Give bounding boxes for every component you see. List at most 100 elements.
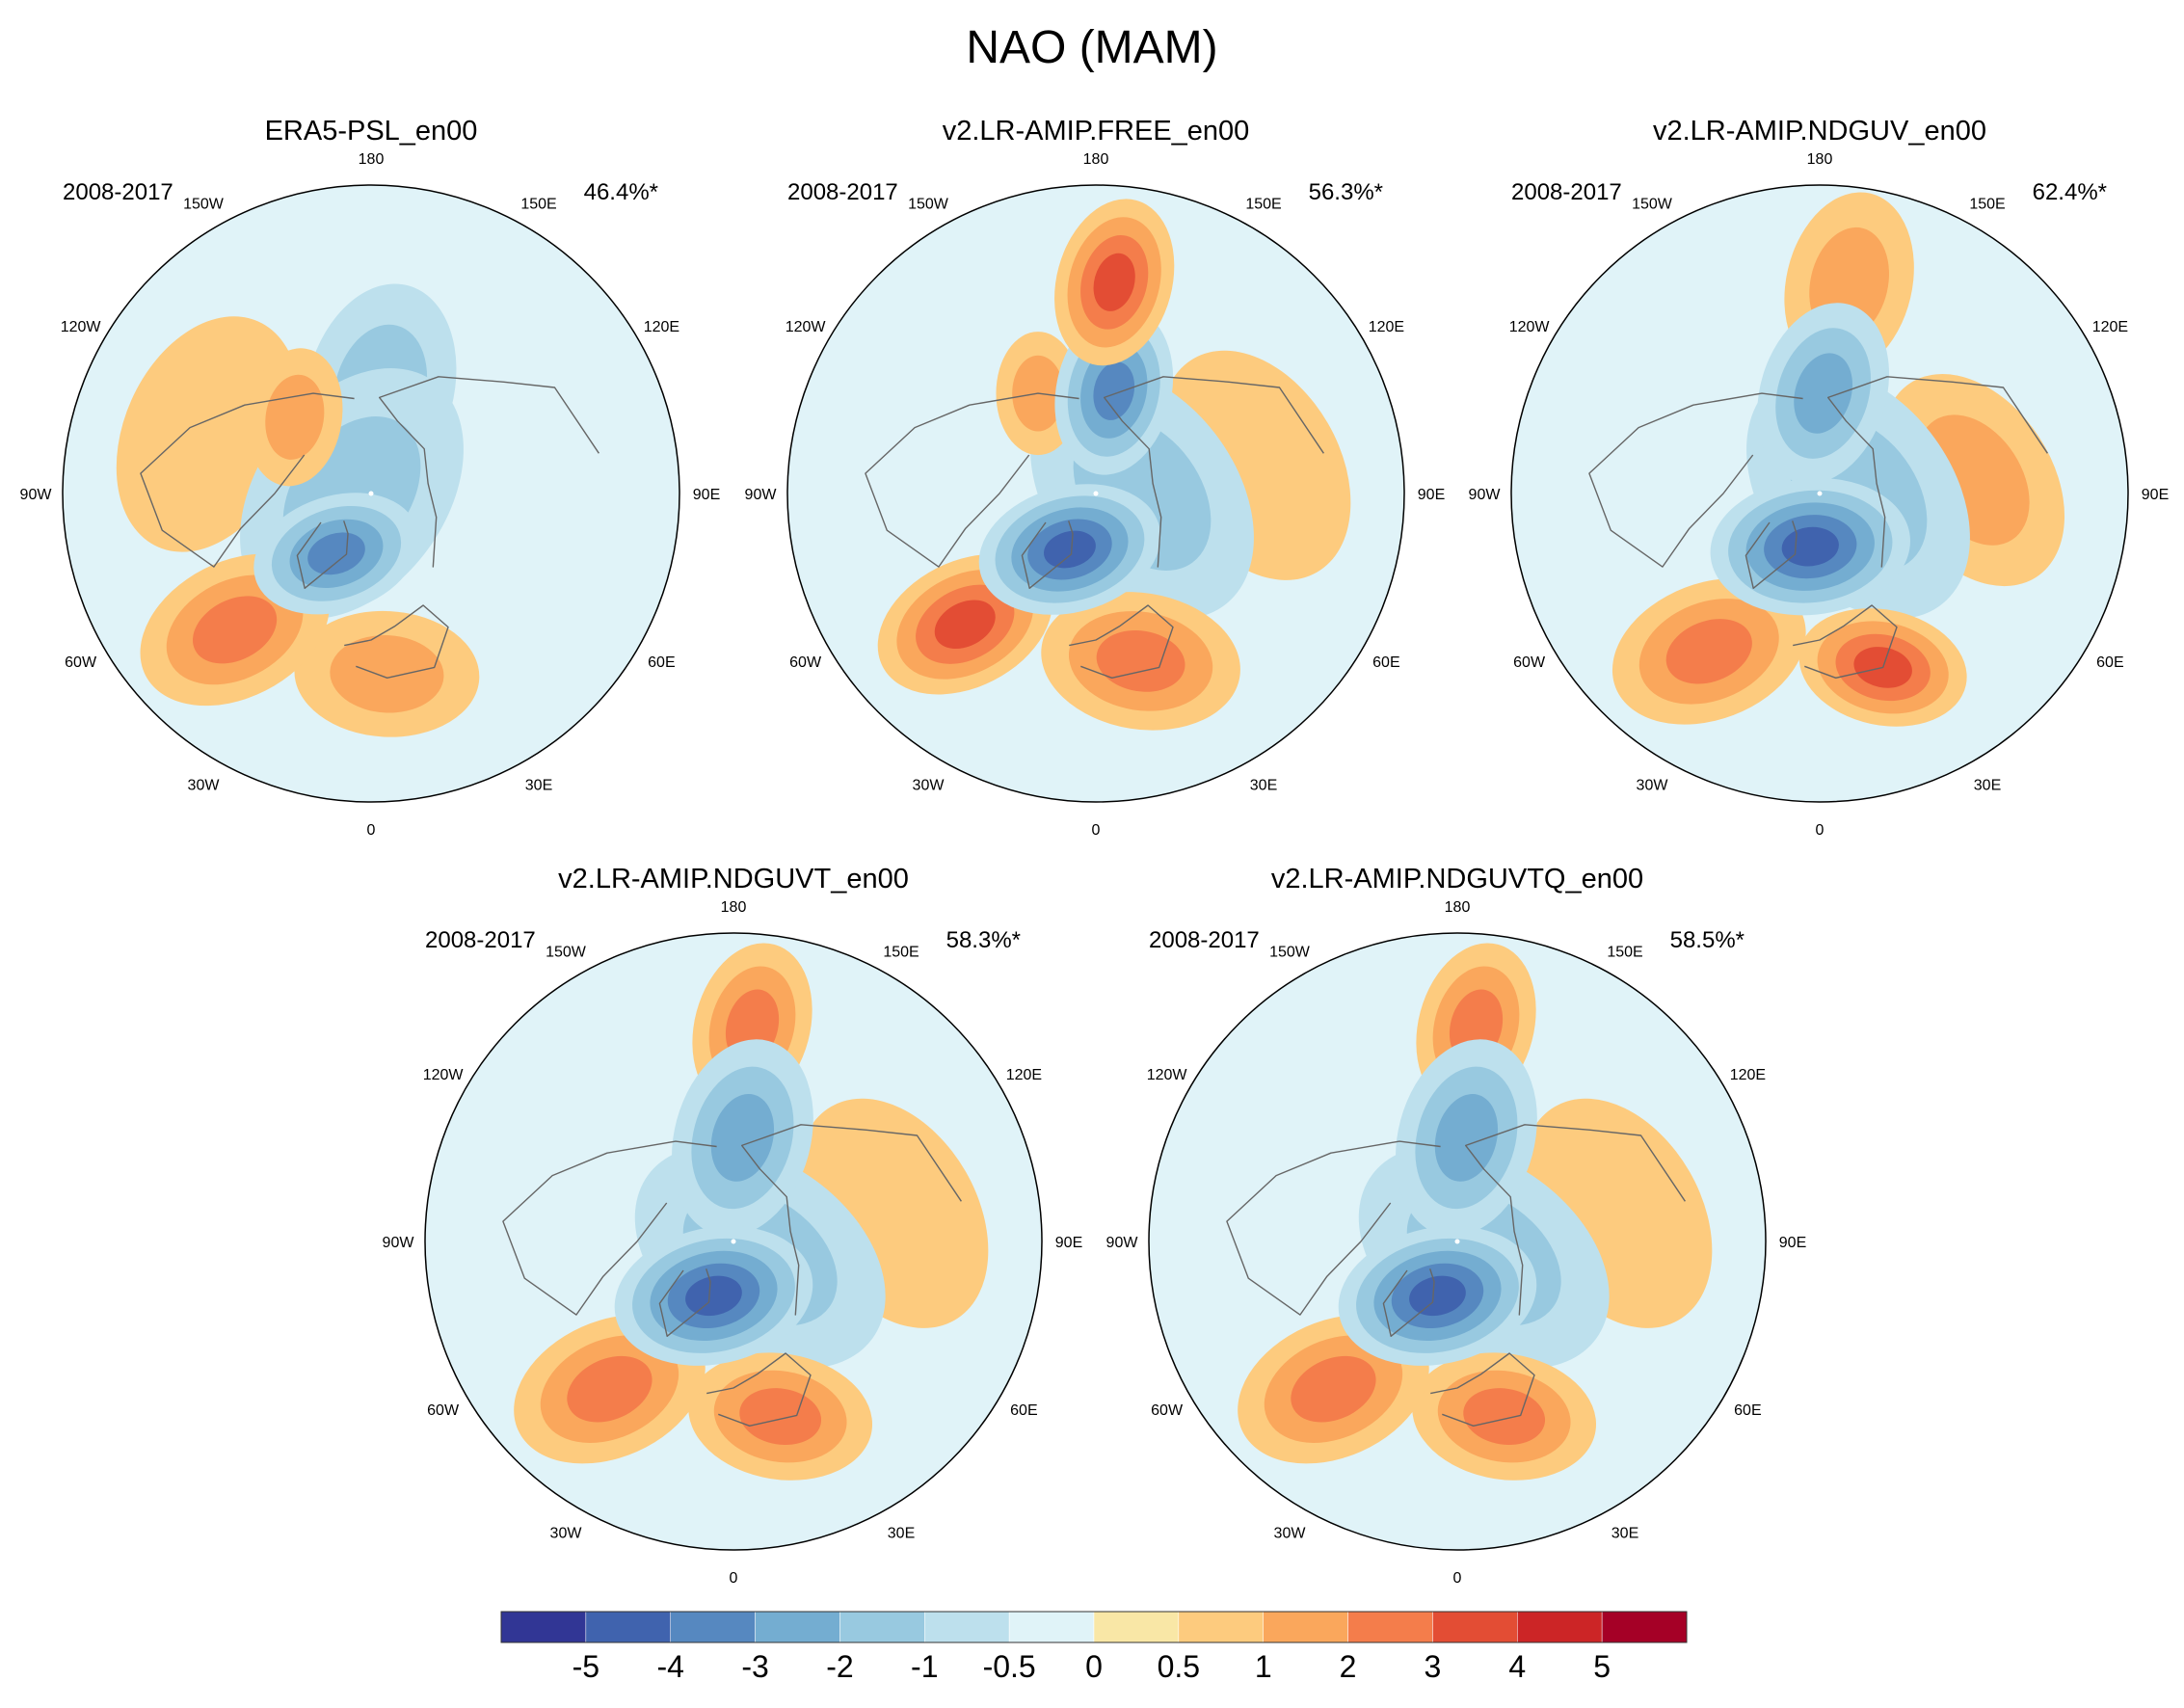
coastline xyxy=(140,392,355,568)
colorbar-swatch xyxy=(1432,1611,1518,1643)
coastline xyxy=(1745,520,1798,589)
pole-marker xyxy=(1093,491,1099,496)
panel-title: v2.LR-AMIP.NDGUVT_en00 xyxy=(558,864,909,894)
longitude-label: 30E xyxy=(888,1525,915,1541)
panel-title: v2.LR-AMIP.NDGUV_en00 xyxy=(1653,116,1986,147)
colorbar-swatch xyxy=(924,1611,1010,1643)
anomaly-feature xyxy=(1041,592,1240,731)
longitude-label: 120E xyxy=(1369,319,1404,335)
contour-band xyxy=(1409,1275,1466,1317)
panel-ndguv: v2.LR-AMIP.NDGUV_en00 2008-2017 62.4%* 1… xyxy=(1469,116,2170,839)
panel-variance: 58.5%* xyxy=(1670,927,1745,953)
anomaly-feature xyxy=(978,484,1161,615)
panel-period: 2008-2017 xyxy=(1149,927,1260,953)
longitude-label: 90E xyxy=(1055,1235,1082,1251)
coastline xyxy=(1588,392,1803,568)
coastlines xyxy=(502,1124,962,1427)
longitude-label: 120W xyxy=(61,319,102,335)
pole-marker xyxy=(368,491,374,496)
longitude-label: 30W xyxy=(188,777,221,793)
colorbar-swatch xyxy=(1347,1611,1433,1643)
coastline xyxy=(1382,1268,1435,1337)
coastline xyxy=(658,1268,711,1337)
longitude-label: 120E xyxy=(644,319,679,335)
anomaly-feature xyxy=(614,1225,813,1366)
colorbar-swatch xyxy=(1008,1611,1095,1643)
contour-band xyxy=(1093,361,1135,420)
longitude-label: 150W xyxy=(546,945,587,961)
longitude-labels: 180 150E 120E 90E 60E 30E 0 30W 60W 90W 120W 150W xyxy=(1469,151,2170,839)
panel-variance: 58.3%* xyxy=(946,927,1021,953)
map-boundary xyxy=(62,184,680,803)
colorbar-swatch xyxy=(500,1611,587,1643)
contour-field xyxy=(787,185,1404,802)
coastline xyxy=(379,376,599,568)
colorbar-label: 5 xyxy=(1593,1649,1611,1684)
coastlines xyxy=(140,376,599,679)
longitude-label: 60E xyxy=(1010,1402,1037,1419)
longitude-label: 0 xyxy=(730,1570,738,1587)
coastline xyxy=(865,392,1079,568)
longitude-label: 120W xyxy=(1147,1067,1188,1083)
longitude-label: 30W xyxy=(550,1525,583,1541)
longitude-label: 150E xyxy=(1607,945,1642,961)
figure-title: NAO (MAM) xyxy=(966,22,1217,73)
longitude-label: 30W xyxy=(913,777,946,793)
colorbar-label: 3 xyxy=(1425,1649,1442,1684)
contour-band xyxy=(1044,530,1096,569)
contour-band xyxy=(1665,619,1752,684)
longitude-label: 30W xyxy=(1637,777,1669,793)
longitude-labels: 180 150E 120E 90E 60E 30E 0 30W 60W 90W 120W 150W xyxy=(1106,899,1807,1587)
contour-band xyxy=(710,1094,775,1182)
panel-variance: 56.3%* xyxy=(1309,179,1383,205)
longitude-label: 0 xyxy=(1453,1570,1462,1587)
longitude-label: 120W xyxy=(423,1067,465,1083)
longitude-label: 90W xyxy=(383,1235,415,1251)
panel-title: ERA5-PSL_en00 xyxy=(265,116,478,147)
longitude-label: 120W xyxy=(786,319,827,335)
contour-band xyxy=(265,374,325,460)
panel-period: 2008-2017 xyxy=(63,179,173,205)
anomaly-feature xyxy=(1412,1352,1597,1481)
longitude-label: 60E xyxy=(1372,654,1399,671)
pole-marker xyxy=(1817,491,1823,496)
longitude-label: 180 xyxy=(1807,151,1833,168)
colorbar-swatch xyxy=(1093,1611,1180,1643)
panel-variance: 62.4%* xyxy=(2033,179,2107,205)
panel-ndguvt: v2.LR-AMIP.NDGUVT_en00 2008-2017 58.3%* … xyxy=(383,864,1083,1587)
colorbar-label: 2 xyxy=(1340,1649,1357,1684)
contour-band xyxy=(307,532,365,575)
longitude-label: 0 xyxy=(367,822,376,839)
panel-period: 2008-2017 xyxy=(787,179,898,205)
longitude-label: 150E xyxy=(883,945,919,961)
coastline xyxy=(344,604,449,679)
contour-band xyxy=(934,600,996,650)
coastlines xyxy=(1226,1124,1686,1427)
longitude-label: 90W xyxy=(1106,1235,1139,1251)
longitude-label: 0 xyxy=(1816,822,1824,839)
panel-title: v2.LR-AMIP.NDGUVTQ_en00 xyxy=(1271,864,1643,894)
contour-field xyxy=(1511,185,2128,802)
longitude-label: 60E xyxy=(1734,1402,1761,1419)
longitude-label: 30E xyxy=(1611,1525,1638,1541)
coastline xyxy=(1226,1140,1441,1316)
map-boundary xyxy=(1148,932,1767,1551)
coastline xyxy=(1465,1124,1686,1316)
coastline xyxy=(1827,376,2048,568)
longitude-label: 150W xyxy=(1632,197,1673,213)
colorbar-label: -3 xyxy=(741,1649,768,1684)
coastline xyxy=(502,1140,717,1316)
longitude-label: 150E xyxy=(520,197,556,213)
contour-band xyxy=(1093,253,1135,311)
map-boundary xyxy=(1510,184,2129,803)
longitude-label: 30E xyxy=(1974,777,2001,793)
coastline xyxy=(1430,1352,1535,1427)
colorbar-label: -5 xyxy=(573,1649,599,1684)
colorbar-label: -0.5 xyxy=(983,1649,1036,1684)
longitude-label: 60E xyxy=(2096,654,2123,671)
coastline xyxy=(1069,604,1174,679)
colorbar-swatch xyxy=(755,1611,840,1643)
longitude-labels: 180 150E 120E 90E 60E 30E 0 30W 60W 90W 120W 150W xyxy=(20,151,721,839)
